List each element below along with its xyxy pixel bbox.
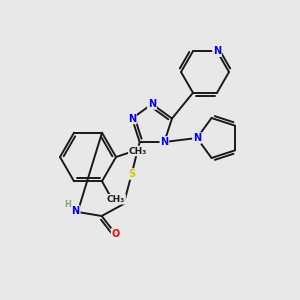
Text: N: N — [72, 206, 80, 216]
Text: N: N — [213, 46, 221, 56]
Text: N: N — [148, 99, 156, 109]
Text: H: H — [64, 200, 71, 209]
Text: O: O — [112, 229, 120, 239]
Text: CH₃: CH₃ — [129, 146, 147, 155]
Text: N: N — [193, 133, 201, 143]
Text: N: N — [128, 113, 136, 124]
Text: S: S — [128, 169, 135, 179]
Text: N: N — [160, 137, 168, 147]
Text: CH₃: CH₃ — [107, 195, 125, 204]
